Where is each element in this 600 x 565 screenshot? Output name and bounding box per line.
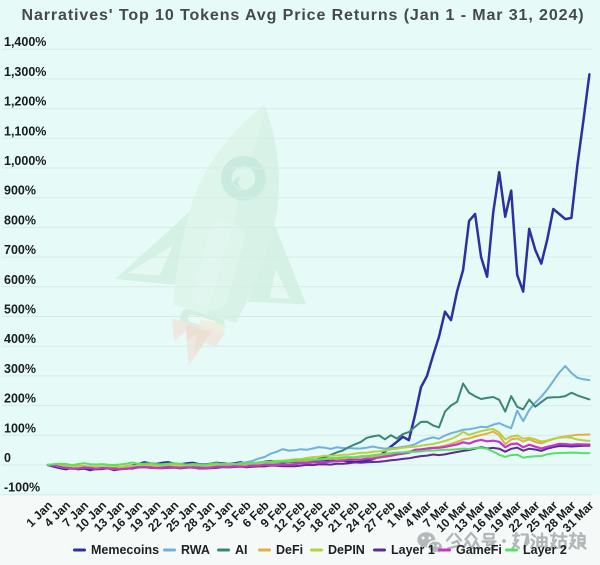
svg-text:700%: 700% — [4, 243, 36, 257]
svg-text:0: 0 — [4, 451, 11, 465]
svg-text:400%: 400% — [4, 332, 36, 346]
svg-text:300%: 300% — [4, 362, 36, 376]
svg-text:1,200%: 1,200% — [4, 95, 46, 109]
svg-text:Memecoins: Memecoins — [91, 543, 159, 557]
svg-text:1,300%: 1,300% — [4, 65, 46, 79]
svg-text:200%: 200% — [4, 392, 36, 406]
svg-text:100%: 100% — [4, 421, 36, 435]
svg-text:600%: 600% — [4, 273, 36, 287]
svg-text:DePIN: DePIN — [328, 543, 365, 557]
svg-text:AI: AI — [235, 543, 248, 557]
svg-text:-100%: -100% — [4, 481, 40, 495]
svg-text:DeFi: DeFi — [276, 543, 303, 557]
svg-text:Narratives' Top 10 Tokens Avg: Narratives' Top 10 Tokens Avg Price Retu… — [22, 7, 585, 24]
svg-text:500%: 500% — [4, 303, 36, 317]
svg-text:Layer 1: Layer 1 — [391, 543, 435, 557]
svg-text:800%: 800% — [4, 213, 36, 227]
svg-text:Layer 2: Layer 2 — [523, 543, 567, 557]
svg-text:RWA: RWA — [181, 543, 210, 557]
svg-text:1,400%: 1,400% — [4, 35, 46, 49]
svg-text:900%: 900% — [4, 184, 36, 198]
svg-text:GameFi: GameFi — [456, 543, 502, 557]
svg-text:1,000%: 1,000% — [4, 154, 46, 168]
svg-text:1,100%: 1,100% — [4, 124, 46, 138]
